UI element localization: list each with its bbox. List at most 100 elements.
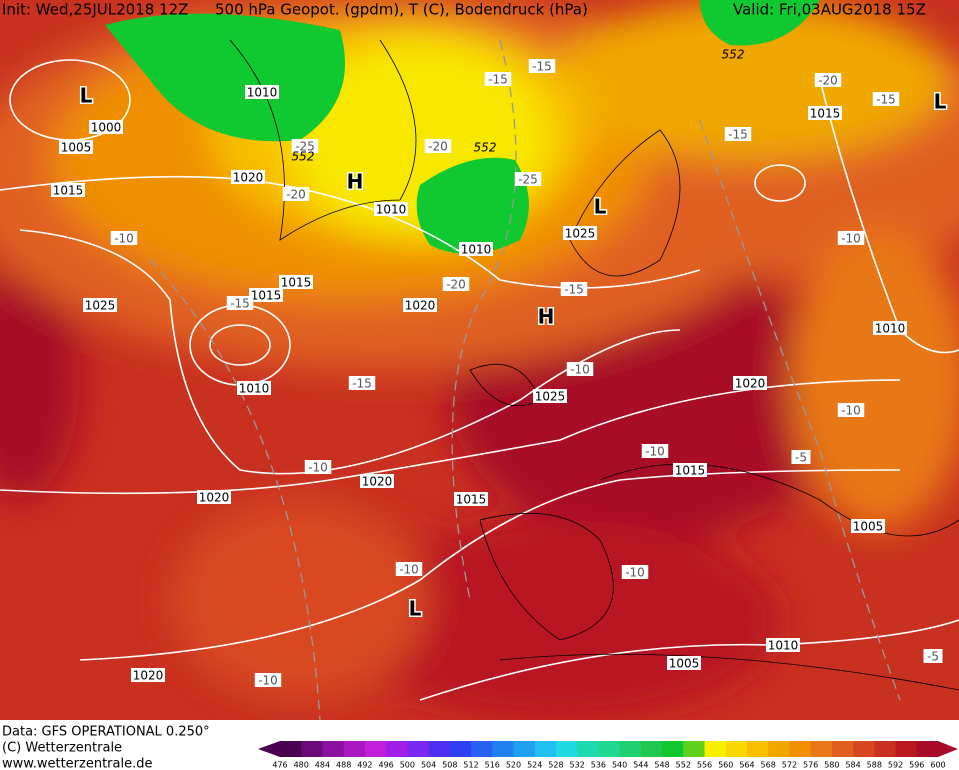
colorbar-label: 568	[761, 761, 776, 770]
colorbar-segment	[513, 741, 536, 757]
temperature-label-box	[724, 127, 752, 141]
temperature-label: -10	[841, 404, 861, 418]
colorbar-segment	[386, 741, 408, 757]
colorbar-label: 544	[633, 761, 648, 770]
isobar-label-box	[733, 376, 767, 390]
colorbar-label: 592	[888, 761, 903, 770]
colorbar-segment	[746, 741, 769, 757]
temperature-label: -10	[308, 461, 328, 475]
temperature-label-box	[528, 59, 556, 73]
temperature-label: -10	[625, 566, 645, 580]
colorbar-label: 480	[294, 761, 309, 770]
pressure-center: L	[80, 84, 93, 108]
geopotential-label: 552	[722, 48, 745, 62]
temperature-label-box	[304, 460, 332, 474]
temperature-label: -10	[570, 363, 590, 377]
isobar-label-box	[808, 106, 842, 120]
colorbar-label: 504	[421, 761, 436, 770]
colorbar-label: 588	[867, 761, 882, 770]
temperature-label: -10	[258, 674, 278, 688]
temperature-label-box	[641, 444, 669, 458]
isobar-label: 1020	[735, 377, 766, 391]
temperature-label-box	[254, 673, 282, 687]
site-url: www.wetterzentrale.de	[2, 757, 152, 770]
isobar-label: 1010	[768, 639, 799, 653]
temperature-label: -10	[399, 563, 419, 577]
isobar-label-box	[51, 183, 85, 197]
isobar-label: 1015	[675, 464, 706, 478]
isobar-label: 1005	[669, 657, 700, 671]
init-time: Init: Wed,25JUL2018 12Z	[2, 1, 188, 19]
colorbar-segment	[364, 741, 387, 757]
isobar-label-box	[131, 668, 165, 682]
colorbar-segment	[725, 741, 748, 757]
colorbar-segment	[407, 741, 430, 757]
colorbar-label: 496	[378, 761, 393, 770]
isobar-label: 1005	[61, 141, 92, 155]
pressure-center: L	[594, 195, 607, 219]
colorbar-segment	[449, 741, 472, 757]
isobar-label: 1025	[565, 227, 596, 241]
isobar-label-box	[231, 170, 265, 184]
temperature-label: -10	[841, 232, 861, 246]
temperature-label: -5	[795, 451, 807, 465]
colorbar-segment	[301, 741, 323, 757]
isobar-label: 1020	[133, 669, 164, 683]
colorbar-label: 548	[654, 761, 669, 770]
valid-time: Valid: Fri,03AUG2018 15Z	[733, 1, 926, 19]
isobar-label: 1010	[875, 322, 906, 336]
colorbar-arrow	[258, 741, 280, 757]
isobar-label: 1010	[239, 382, 270, 396]
colorbar-label: 572	[782, 761, 797, 770]
isobar-label: 1015	[251, 289, 282, 303]
isobar-label-box	[83, 298, 117, 312]
temperature-label-box	[837, 403, 865, 417]
temperature-label-box	[872, 92, 900, 106]
colorbar-segment	[810, 741, 833, 757]
colorbar-label: 488	[336, 761, 351, 770]
isobar-label-box	[197, 490, 231, 504]
temperature-label-box	[923, 649, 943, 663]
isobar-label: 1010	[461, 243, 492, 257]
temperature-label: -15	[564, 283, 584, 297]
isobar-label: 1015	[456, 493, 487, 507]
pressure-center: L	[934, 90, 947, 114]
isobar-label-box	[249, 288, 283, 302]
colorbar-label: 540	[612, 761, 627, 770]
temperature-label: -15	[230, 297, 250, 311]
temperature-label: -15	[532, 60, 552, 74]
colorbar-segment	[471, 741, 493, 757]
colorbar-segment	[916, 741, 939, 757]
isobar-label-box	[279, 275, 313, 289]
colorbar-segment	[577, 741, 599, 757]
colorbar-label: 516	[485, 761, 500, 770]
colorbar-label: 520	[506, 761, 521, 770]
colorbar-label: 564	[739, 761, 754, 770]
temperature-label: -15	[352, 377, 372, 391]
temperature-label: -15	[876, 93, 896, 107]
isobar-label: 1005	[853, 520, 884, 534]
colorbar-label: 596	[909, 761, 924, 770]
temperature-label: -10	[645, 445, 665, 459]
temperature-label-box	[560, 282, 588, 296]
colorbar-label: 492	[357, 761, 372, 770]
temperature-label: -15	[728, 128, 748, 142]
colorbar-segment	[831, 741, 854, 757]
temperature-label-box	[442, 277, 470, 291]
temperature-label: -10	[114, 232, 134, 246]
temperature-label-box	[395, 562, 423, 576]
colorbar-label: 484	[315, 761, 330, 770]
colorbar-label: 532	[570, 761, 585, 770]
isobar-label-box	[59, 140, 93, 154]
isobar-label-box	[454, 492, 488, 506]
geopotential-label: 552	[474, 141, 497, 155]
colorbar-segment	[704, 741, 727, 757]
temperature-label-box	[837, 231, 865, 245]
isobar-label: 1020	[233, 171, 264, 185]
pressure-center: H	[538, 305, 555, 329]
temperature-label: -5	[927, 650, 939, 664]
colorbar-segment	[343, 741, 366, 757]
colorbar-segment	[280, 741, 302, 757]
isobar-label-box	[459, 242, 493, 256]
